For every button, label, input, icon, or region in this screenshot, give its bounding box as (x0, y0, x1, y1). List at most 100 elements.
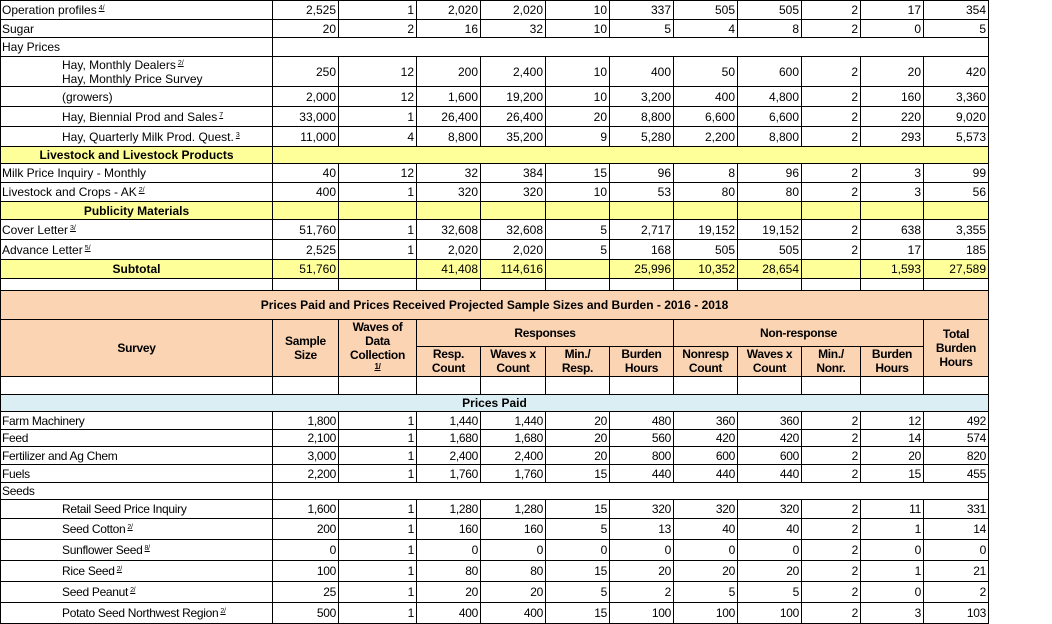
footnote-ref: 2/ (138, 187, 145, 194)
value-cell: 1,600 (272, 499, 339, 519)
value-cell: 100 (609, 602, 674, 624)
value-cell: 25 (272, 581, 339, 603)
header-resp-min: Min./ Resp. (545, 345, 610, 378)
value-cell (272, 278, 339, 291)
value-cell (923, 278, 989, 291)
projection-header: Prices Paid and Prices Received Projecte… (0, 290, 989, 412)
row-label: Fertilizer and Ag Chem (0, 446, 273, 465)
value-cell: 2 (801, 126, 861, 147)
value-cell: 1,440 (480, 411, 546, 430)
value-cell (609, 278, 674, 291)
table-row: Potato Seed Northwest Region 2/500 1 400 400… (0, 602, 989, 624)
value-cell: 505 (673, 239, 738, 260)
value-cell: 400 (673, 86, 738, 107)
value-cell: 574 (923, 429, 989, 447)
row-label: Rice Seed 2/ (0, 560, 273, 582)
header-waves-label: Waves of Data Collection (349, 320, 405, 363)
top-section: Operation profiles 4/2,525 1 2,020 2,020 10 33… (0, 0, 989, 291)
value-cell: 27,589 (923, 259, 989, 279)
value-cell: 3,355 (923, 219, 989, 240)
value-cell: 4,800 (737, 86, 802, 107)
value-cell: 320 (416, 182, 481, 202)
value-cell: 0 (923, 539, 989, 561)
table-row: Publicity Materials (0, 201, 989, 220)
value-cell: 160 (480, 518, 546, 540)
row-label: Livestock and Livestock Products (0, 146, 273, 164)
value-cell: 5,573 (923, 126, 989, 147)
value-cell: 2 (801, 56, 861, 87)
value-cell: 8,800 (416, 126, 481, 147)
row-label-text: Fuels (2, 466, 30, 481)
value-cell: 5,280 (609, 126, 674, 147)
value-cell: 1,280 (416, 499, 481, 519)
value-cell: 20 (416, 581, 481, 603)
header-sample-size: Sample Size (272, 319, 339, 377)
value-cell: 800 (609, 446, 674, 465)
value-cell: 13 (609, 518, 674, 540)
footnote-ref: 2/ (130, 587, 136, 594)
value-cell (416, 278, 481, 291)
value-cell: 17 (860, 0, 924, 20)
value-cell: 293 (860, 126, 924, 147)
value-cell: 5 (545, 239, 610, 260)
value-cell: 10 (545, 86, 610, 107)
row-label-text: Publicity Materials (83, 203, 190, 218)
value-cell: 1 (338, 539, 417, 561)
footnote-ref: 2/ (177, 59, 184, 67)
value-cell: 26,400 (416, 106, 481, 127)
value-cell: 2,000 (272, 86, 339, 107)
row-label: Seed Peanut 2/ (0, 581, 273, 603)
value-cell: 33,000 (272, 106, 339, 127)
row-label: Farm Machinery (0, 411, 273, 430)
value-cell: 8 (673, 163, 738, 183)
value-cell: 2,400 (416, 446, 481, 465)
table-row (0, 278, 989, 291)
header-resp-waves: Waves x Count (480, 345, 546, 378)
footnote-ref: 3/ (70, 224, 76, 232)
value-cell: 1 (338, 446, 417, 465)
section-prices-paid: Prices Paid (0, 394, 989, 412)
value-cell: 2 (338, 19, 417, 38)
empty-cell (737, 376, 802, 395)
empty-cell (0, 376, 273, 395)
value-cell: 15 (545, 560, 610, 582)
value-cell: 400 (609, 56, 674, 87)
value-cell: 5 (609, 19, 674, 38)
row-label-text: Seeds (2, 484, 35, 498)
value-cell: 8,800 (737, 126, 802, 147)
value-cell: 14 (923, 518, 989, 540)
row-label: Operation profiles 4/ (0, 0, 273, 20)
table-row: Seed Peanut 2/25 1 20 20 5 2 5 5 2 0 2 (0, 581, 989, 603)
empty-cell (545, 376, 610, 395)
row-label-text: Rice Seed (62, 564, 115, 578)
value-cell: 4 (338, 126, 417, 147)
value-cell (801, 259, 861, 279)
value-cell: 320 (737, 499, 802, 519)
row-label-text: Retail Seed Price Inquiry (62, 502, 187, 516)
value-cell: 1 (338, 106, 417, 127)
value-cell (416, 201, 481, 220)
row-label: Cover Letter 3/ (0, 219, 273, 240)
value-cell: 100 (737, 602, 802, 624)
empty-cell (338, 376, 417, 395)
value-cell: 2 (801, 429, 861, 447)
value-cell: 2 (801, 163, 861, 183)
value-cell: 1 (338, 499, 417, 519)
value-cell (338, 278, 417, 291)
value-cell: 3 (860, 182, 924, 202)
value-cell: 3,360 (923, 86, 989, 107)
value-cell: 8,800 (609, 106, 674, 127)
value-cell: 3,200 (609, 86, 674, 107)
value-cell: 455 (923, 464, 989, 483)
value-cell: 80 (737, 182, 802, 202)
value-cell: 5 (545, 581, 610, 603)
row-label-text: Subtotal (112, 262, 161, 276)
table-row: Seeds (0, 482, 989, 500)
table-row: (growers) 2,000 12 1,600 19,200 10 3,200 400 4,8… (0, 86, 989, 107)
value-cell: 12 (338, 56, 417, 87)
value-cell: 440 (737, 464, 802, 483)
value-cell: 1 (338, 239, 417, 260)
empty-cell (272, 376, 339, 395)
value-cell: 1 (338, 602, 417, 624)
value-cell: 360 (673, 411, 738, 430)
